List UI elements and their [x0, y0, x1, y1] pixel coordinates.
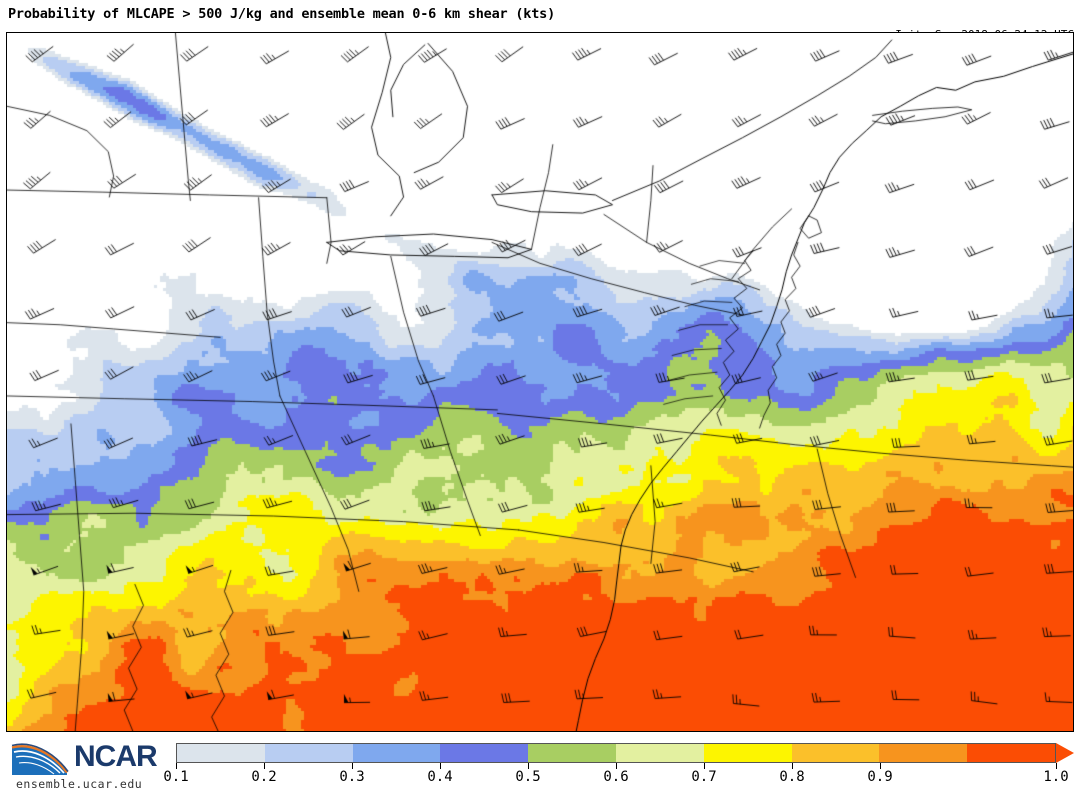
ncar-logo[interactable]: NCAR ensemble.ucar.edu: [6, 737, 174, 795]
colorbar-segment-0.4: [440, 744, 529, 762]
colorbar-tick-label-0.6: 0.6: [603, 769, 629, 785]
colorbar-segment-0.3: [352, 744, 441, 762]
colorbar-tick-label-0.3: 0.3: [339, 769, 365, 785]
page-title: Probability of MLCAPE > 500 J/kg and ens…: [8, 6, 556, 22]
colorbar-tick: [440, 763, 441, 769]
colorbar-tick-label-0.8: 0.8: [779, 769, 805, 785]
colorbar-segment-1.0: [967, 744, 1055, 762]
ncar-logo-mark: [11, 743, 69, 775]
colorbar-tick-label-0.4: 0.4: [427, 769, 453, 785]
colorbar-tick: [352, 763, 353, 769]
colorbar-tick-label-0.9: 0.9: [867, 769, 893, 785]
colorbar-tick: [176, 763, 177, 769]
colorbar-tick: [1056, 763, 1057, 769]
colorbar-gradient[interactable]: [176, 743, 1056, 763]
colorbar-segment-0.9: [879, 744, 968, 762]
colorbar-tick-label-0.7: 0.7: [691, 769, 717, 785]
colorbar-tick-label-0.2: 0.2: [251, 769, 277, 785]
colorbar-tick: [880, 763, 881, 769]
footer-bar: NCAR ensemble.ucar.edu 0.1 0.2 0.3 0.4 0.5 0.…: [0, 733, 1080, 800]
colorbar[interactable]: 0.1 0.2 0.3 0.4 0.5 0.6 0.7 0.8 0.9 1.0: [163, 743, 1074, 795]
colorbar-tick-label-0.1: 0.1: [163, 769, 189, 785]
colorbar-tick: [792, 763, 793, 769]
colorbar-tick-label-0.5: 0.5: [515, 769, 541, 785]
header-bar: Probability of MLCAPE > 500 J/kg and ens…: [0, 0, 1080, 80]
colorbar-tick: [264, 763, 265, 769]
colorbar-segment-0.5: [528, 744, 616, 762]
colorbar-arrow-icon: [1056, 743, 1074, 763]
colorbar-segment-0.8: [791, 744, 880, 762]
colorbar-tick: [704, 763, 705, 769]
ncar-wordmark: NCAR: [74, 740, 158, 773]
probability-map-canvas[interactable]: [7, 33, 1073, 731]
colorbar-tick-label-1.0: 1.0: [1043, 769, 1069, 785]
colorbar-tick: [528, 763, 529, 769]
colorbar-segment-0.6: [615, 744, 704, 762]
colorbar-tick: [616, 763, 617, 769]
map-panel[interactable]: [6, 32, 1074, 732]
colorbar-segment-0.7: [703, 744, 792, 762]
colorbar-segment-0.1: [177, 744, 265, 762]
colorbar-segment-0.2: [264, 744, 353, 762]
ncar-url: ensemble.ucar.edu: [16, 777, 143, 791]
